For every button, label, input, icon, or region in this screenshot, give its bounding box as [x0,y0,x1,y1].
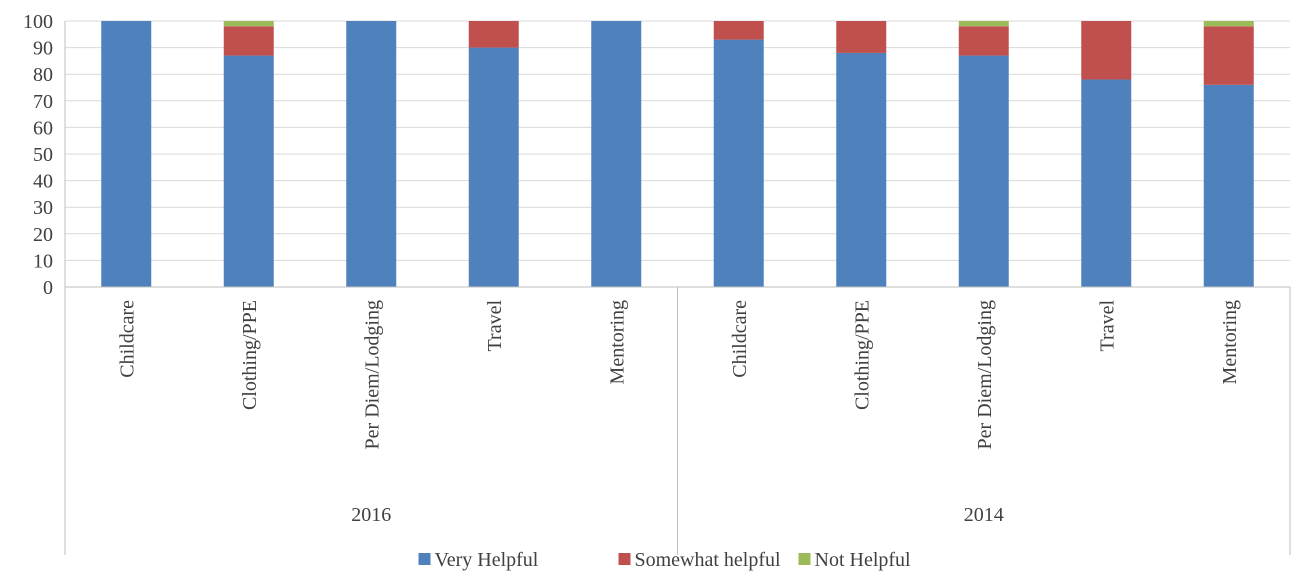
bar-segment-very-helpful-6 [836,52,887,287]
y-tick-label-10: 10 [33,250,53,272]
legend-label-very-helpful: Very Helpful [435,549,539,571]
x-tick-label-8: Travel [1096,300,1118,352]
bars [101,21,1254,288]
bar-segment-somewhat-helpful-8 [1081,21,1132,80]
legend: Very Helpful Somewhat helpful Not Helpful [418,549,912,571]
y-tick-label-40: 40 [33,171,53,193]
legend-swatch-somewhat-helpful [618,553,631,565]
group-label-2016: 2016 [351,504,391,526]
legend-swatch-very-helpful [418,553,431,565]
x-tick-label-0: Childcare [116,300,138,378]
bar-segment-very-helpful-0 [101,21,152,287]
y-tick-label-70: 70 [33,91,53,113]
y-tick-label-0: 0 [43,277,53,299]
bar-segment-very-helpful-7 [958,55,1009,287]
bar-segment-very-helpful-8 [1081,79,1132,288]
bar-segment-not-helpful-1 [223,21,274,27]
bar-segment-somewhat-helpful-5 [713,21,764,40]
legend-swatch-not-helpful [798,553,811,565]
x-axis-group-labels: 2016 2014 [351,504,1004,526]
y-tick-label-50: 50 [33,144,53,166]
bar-segment-somewhat-helpful-9 [1203,26,1254,85]
y-tick-label-80: 80 [33,64,53,86]
y-tick-label-90: 90 [33,38,53,60]
bar-segment-not-helpful-9 [1203,21,1254,27]
bar-segment-not-helpful-7 [958,21,1009,27]
bar-segment-very-helpful-3 [468,47,519,287]
group-label-2014: 2014 [964,504,1004,526]
axes [64,21,1291,555]
x-tick-label-9: Mentoring [1219,300,1241,384]
bar-segment-somewhat-helpful-1 [223,26,274,56]
bar-segment-somewhat-helpful-7 [958,26,1009,56]
bar-segment-somewhat-helpful-6 [836,21,887,53]
x-tick-label-7: Per Diem/Lodging [974,300,996,449]
y-tick-label-100: 100 [23,11,53,33]
bar-segment-very-helpful-9 [1203,84,1254,287]
x-tick-label-2: Per Diem/Lodging [361,300,383,449]
bar-segment-very-helpful-5 [713,39,764,288]
bar-segment-very-helpful-2 [346,21,397,287]
y-axis-tick-labels: 0 10 20 30 40 50 60 70 80 90 100 [23,11,53,299]
x-tick-label-1: Clothing/PPE [239,300,261,410]
legend-label-not-helpful: Not Helpful [815,549,912,571]
x-tick-label-5: Childcare [729,300,751,378]
y-tick-label-20: 20 [33,224,53,246]
y-tick-label-30: 30 [33,197,53,219]
bar-segment-somewhat-helpful-3 [468,21,519,48]
bar-segment-very-helpful-1 [223,55,274,287]
x-tick-label-4: Mentoring [606,300,628,384]
x-tick-label-6: Clothing/PPE [851,300,873,410]
y-tick-label-60: 60 [33,117,53,139]
x-tick-label-3: Travel [484,300,506,352]
bar-segment-very-helpful-4 [591,21,642,287]
x-axis-category-labels: Childcare Clothing/PPE Per Diem/Lodging Tra… [116,300,1241,450]
legend-label-somewhat-helpful: Somewhat helpful [635,549,782,571]
